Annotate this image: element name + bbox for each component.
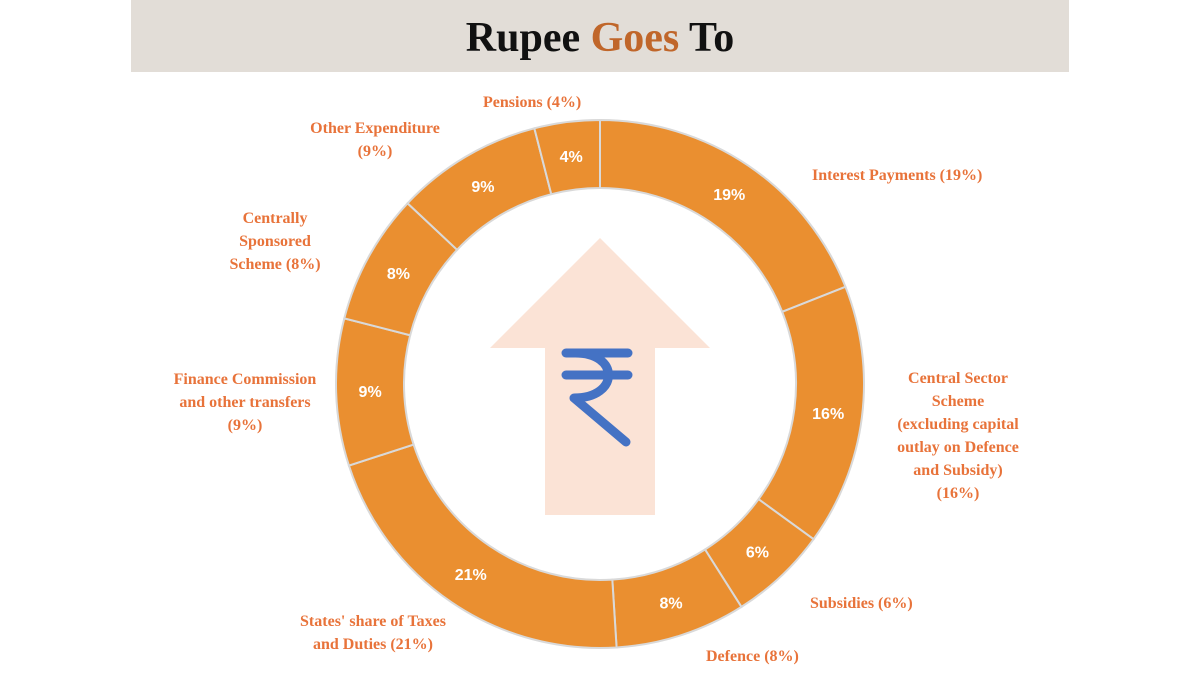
label-finance-commission: Finance Commission and other transfers (… [173,371,317,434]
segment-value-label: 16% [812,406,844,423]
rupee-icon [561,348,633,447]
chart-title: Rupee Goes To [131,0,1069,76]
segment-value-label: 21% [455,567,487,584]
segment-value-label: 4% [560,149,583,166]
label-states-share: States' share of Taxes and Duties (21%) [300,613,446,653]
header-bar: Rupee Goes To [131,0,1069,72]
label-other-expenditure: Other Expenditure (9%) [310,120,440,160]
title-word-rupee: Rupee [465,15,581,61]
label-central-sector-scheme: Central Sector Scheme (excluding capital… [897,370,1019,502]
segment-value-labels: 19% 16% 6% 8% 21% 9% 8% 9% 4% [359,149,845,613]
segment-value-label: 6% [746,545,769,562]
segment-value-label: 8% [387,266,410,283]
segment-value-label: 19% [713,187,745,204]
label-centrally-sponsored: Centrally Sponsored Scheme (8%) [229,210,321,273]
title-word-to: To [689,15,735,61]
donut-segment [533,118,601,196]
label-subsidies: Subsidies (6%) [810,595,913,612]
label-defence: Defence (8%) [706,648,799,665]
segment-value-label: 9% [359,384,382,401]
title-word-goes: Goes [590,15,680,61]
donut-segments [335,118,865,649]
label-interest-payments: Interest Payments (19%) [812,167,983,184]
label-pensions: Pensions (4%) [483,94,582,111]
segment-value-label: 8% [660,596,683,613]
segment-value-label: 9% [471,179,494,196]
